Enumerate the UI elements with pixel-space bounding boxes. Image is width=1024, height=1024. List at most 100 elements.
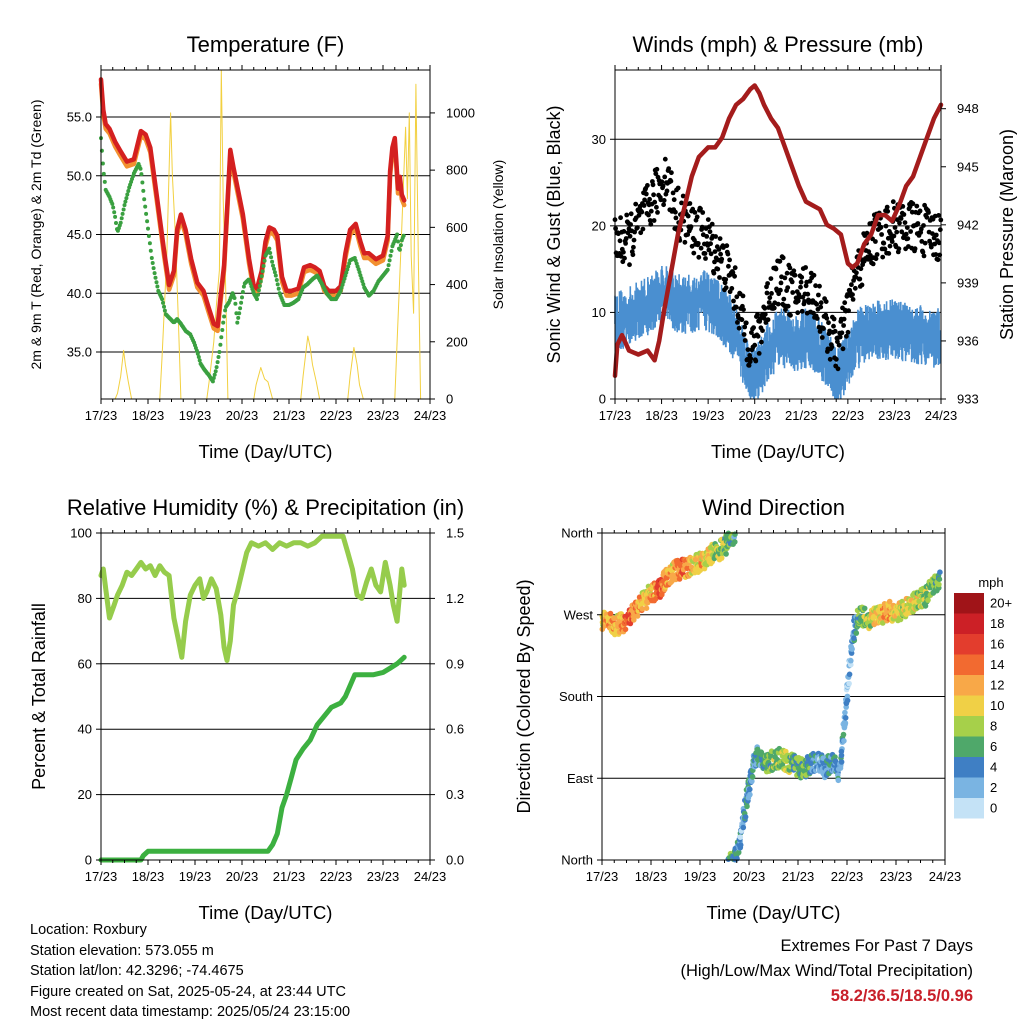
series-gust-point — [624, 212, 630, 218]
series-td-point — [160, 297, 165, 302]
series-gust-point — [802, 299, 807, 304]
series-td-point — [101, 171, 106, 176]
direction-xtick-label: 20/23 — [733, 869, 766, 884]
humidity-xtick-label: 24/23 — [414, 869, 447, 884]
series-gust-point — [904, 225, 910, 231]
series-gust-point — [695, 241, 701, 246]
series-gust-point — [873, 239, 878, 244]
series-gust-point — [933, 232, 939, 238]
series-gust-point — [709, 221, 715, 227]
series-td-point — [259, 274, 264, 279]
series-td-point — [385, 267, 390, 272]
series-gust-point — [908, 229, 913, 234]
series-gust-point — [671, 197, 677, 203]
series-td-point — [269, 255, 274, 260]
series-td-point — [114, 221, 118, 225]
series-gust-point — [887, 243, 893, 249]
series-gust-point — [818, 304, 824, 310]
series-gust-point — [755, 312, 760, 317]
series-direction-point — [832, 754, 838, 760]
direction-xtick-label: 17/23 — [586, 869, 619, 884]
series-gust-point — [700, 210, 706, 215]
extremes-panel: Extremes For Past 7 Days (High/Low/Max W… — [680, 934, 973, 1009]
series-gust-point — [627, 262, 632, 268]
series-gust-point — [937, 227, 943, 233]
series-gust-point — [751, 325, 756, 330]
series-gust-point — [723, 285, 729, 291]
series-direction-point — [749, 778, 755, 784]
series-td-point — [342, 276, 347, 281]
series-td-point — [357, 270, 362, 275]
series-gust-point — [888, 231, 893, 237]
series-gust-point — [673, 209, 678, 215]
legend-label: 16 — [990, 637, 1004, 652]
series-td-point — [213, 369, 218, 374]
series-gust-point — [781, 296, 787, 302]
series-gust-point — [666, 166, 672, 172]
series-gust-point — [846, 308, 851, 314]
legend-label: 20+ — [990, 596, 1012, 611]
series-direction-point — [740, 824, 747, 831]
series-td-point — [220, 328, 225, 332]
series-td-point — [215, 360, 220, 365]
series-gust-point — [669, 170, 674, 176]
series-gust-point — [831, 316, 837, 322]
winds-xtick-label: 17/23 — [599, 408, 632, 423]
series-direction-point — [886, 598, 893, 605]
series-gust-point — [745, 347, 751, 352]
series-td-point — [119, 216, 124, 221]
series-gust-point — [742, 338, 748, 343]
series-gust-point — [768, 276, 774, 281]
series-gust-point — [765, 317, 771, 323]
series-td-point — [146, 234, 151, 238]
series-gust-point — [712, 249, 718, 255]
humidity-y2tick-label: 0.0 — [446, 853, 464, 868]
series-gust-point — [631, 237, 637, 243]
series-gust-point — [632, 229, 637, 235]
series-direction-point — [848, 657, 854, 664]
series-gust-point — [864, 230, 870, 236]
extremes-values: 58.2/36.5/18.5/0.96 — [830, 987, 973, 1005]
humidity-y2tick-label: 1.5 — [446, 526, 464, 541]
humidity-xlabel: Time (Day/UTC) — [199, 902, 333, 923]
series-gust-point — [735, 320, 740, 325]
series-gust-point — [662, 156, 668, 162]
chart-winds: Winds (mph) & Pressure (mb) Time (Day/UTC… — [544, 32, 1017, 462]
series-direction-point — [844, 697, 851, 704]
temperature-plot-area — [98, 69, 422, 400]
series-gust-point — [655, 210, 660, 215]
series-direction-point — [846, 680, 852, 687]
humidity-xtick-label: 18/23 — [132, 869, 165, 884]
series-gust-point — [623, 236, 629, 241]
series-gust-point — [826, 320, 831, 326]
series-gust-point — [703, 256, 708, 261]
series-gust-point — [746, 363, 752, 368]
series-td-point — [270, 259, 275, 264]
series-gust-point — [716, 247, 722, 252]
series-gust-point — [837, 334, 843, 340]
humidity-ytick-label: 60 — [78, 656, 92, 671]
series-gust-point — [849, 282, 854, 288]
series-direction-point — [861, 605, 868, 612]
winds-ytick-label: 10 — [592, 305, 606, 320]
series-gust-point — [764, 290, 770, 296]
temperature-xtick-label: 18/23 — [132, 408, 165, 423]
series-direction-point — [841, 738, 847, 744]
series-gust-point — [858, 266, 864, 272]
series-gust-point — [827, 356, 833, 362]
direction-ytick-label: North — [561, 853, 593, 868]
series-gust-point — [760, 328, 765, 333]
series-direction-point — [652, 596, 659, 602]
temperature-ytick-label: 45.0 — [67, 227, 92, 242]
series-gust-point — [732, 265, 738, 271]
series-td-point — [238, 306, 243, 311]
series-td-point — [223, 308, 228, 313]
series-gust-point — [647, 196, 652, 202]
series-gust-point — [734, 294, 740, 300]
series-gust-point — [623, 241, 628, 246]
series-gust-point — [805, 291, 811, 297]
series-gust-point — [897, 220, 902, 226]
series-td-point — [222, 314, 227, 319]
series-td-point — [239, 300, 244, 305]
